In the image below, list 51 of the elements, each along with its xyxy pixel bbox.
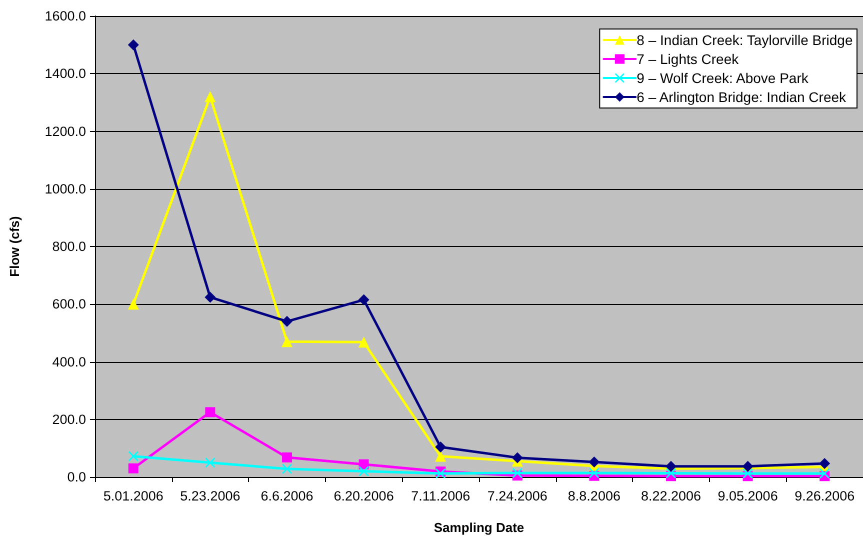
point xyxy=(282,316,292,327)
point xyxy=(128,463,138,474)
legend-label: 9 – Wolf Creek: Above Park xyxy=(636,70,810,86)
point xyxy=(282,464,292,474)
x-tick-label: 5.23.2006 xyxy=(180,488,240,504)
point xyxy=(205,407,216,418)
point xyxy=(282,452,292,462)
point xyxy=(205,458,216,468)
y-tick-label: 600.0 xyxy=(52,296,86,312)
x-tick-label: 6.6.2006 xyxy=(260,488,314,504)
point xyxy=(282,336,292,348)
x-axis-title: Sampling Date xyxy=(434,520,524,535)
point xyxy=(128,451,138,462)
y-tick-label: 1400.0 xyxy=(44,66,86,82)
point xyxy=(820,468,830,479)
point xyxy=(358,294,370,306)
point xyxy=(358,466,369,476)
point xyxy=(435,450,446,462)
point xyxy=(128,298,139,310)
y-tick-label: 1000.0 xyxy=(44,181,86,196)
point xyxy=(588,456,600,468)
x-tick-label: 8.8.2006 xyxy=(568,488,620,504)
x-tick-label: 5.01.2006 xyxy=(103,488,164,504)
y-tick-label: 200.0 xyxy=(52,412,86,427)
y-tick-label: 1600.0 xyxy=(44,8,86,24)
y-tick-label: 1200.0 xyxy=(44,124,86,139)
point xyxy=(666,460,676,472)
point xyxy=(512,468,522,478)
point xyxy=(435,442,446,453)
point xyxy=(128,39,139,50)
x-tick-label: 7.24.2006 xyxy=(487,488,548,504)
x-tick-label: 8.22.2006 xyxy=(640,488,702,504)
point xyxy=(589,468,600,478)
point xyxy=(204,292,216,303)
point xyxy=(204,91,216,102)
y-tick-label: 400.0 xyxy=(52,354,86,370)
x-tick-label: 9.05.2006 xyxy=(718,488,778,504)
legend-label: 7 – Lights Creek xyxy=(636,51,740,67)
x-tick-label: 6.20.2006 xyxy=(334,488,394,504)
y-tick-label: 800.0 xyxy=(52,239,86,254)
x-tick-label: 7.11.2006 xyxy=(411,488,470,504)
legend-label: 6 – Arlington Bridge: Indian Creek xyxy=(636,89,848,105)
point xyxy=(742,468,753,479)
point xyxy=(666,468,676,478)
point xyxy=(512,452,523,464)
y-axis-title: Flow (cfs) xyxy=(7,216,22,277)
x-tick-label: 9.26.2006 xyxy=(794,488,855,504)
point xyxy=(358,336,370,348)
legend-label: 8 – Indian Creek: Taylorville Bridge xyxy=(636,32,853,48)
point xyxy=(819,458,830,469)
y-tick-label: 0.0 xyxy=(67,470,86,484)
